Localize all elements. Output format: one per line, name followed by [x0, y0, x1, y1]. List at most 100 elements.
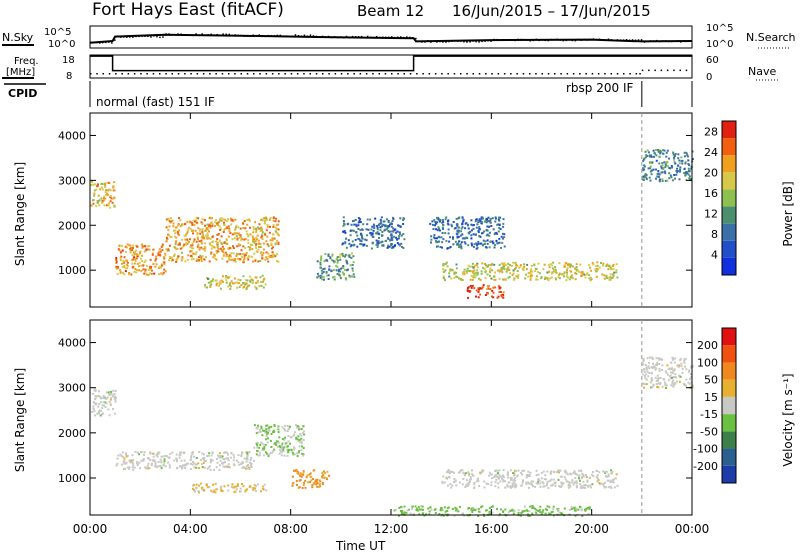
echo-cell — [464, 242, 467, 245]
echo-cell — [244, 227, 247, 230]
echo-cell — [463, 268, 466, 271]
echo-cell — [492, 291, 495, 294]
echo-cell — [586, 484, 589, 487]
nave-dot — [529, 73, 531, 75]
echo-cell — [236, 286, 239, 289]
echo-cell — [278, 445, 281, 447]
echo-cell — [249, 458, 252, 461]
echo-cell — [158, 250, 161, 253]
echo-cell — [503, 513, 506, 516]
echo-cell — [190, 254, 193, 257]
echo-cell — [156, 451, 159, 454]
echo-cell — [516, 270, 519, 272]
echo-cell — [391, 223, 393, 225]
echo-cell — [388, 223, 391, 226]
echo-cell — [274, 226, 277, 229]
echo-cell — [586, 479, 589, 482]
echo-cell — [320, 269, 323, 272]
echo-cell — [687, 155, 690, 158]
echo-cell — [615, 271, 618, 274]
echo-cell — [442, 227, 444, 230]
echo-cell — [157, 461, 160, 463]
colorbar-1-tick-label: -100 — [693, 443, 718, 456]
echo-cell — [686, 172, 689, 175]
echo-cell — [688, 169, 690, 172]
echo-cell — [393, 509, 396, 512]
nave-dot — [629, 73, 631, 75]
echo-cell — [675, 173, 678, 176]
echo-cell — [387, 229, 390, 232]
echo-cell — [474, 233, 477, 236]
noise-search-dot — [586, 39, 589, 41]
echo-cell — [204, 242, 206, 245]
echo-cell — [355, 223, 358, 226]
echo-cell — [650, 377, 653, 380]
echo-cell — [500, 295, 503, 298]
echo-cell — [664, 383, 667, 385]
echo-cell — [218, 456, 221, 459]
echo-cell — [561, 273, 564, 276]
echo-cell — [264, 221, 266, 224]
echo-cell — [244, 490, 247, 493]
echo-cell — [190, 250, 193, 253]
echo-cell — [110, 396, 113, 399]
echo-cell — [376, 246, 379, 248]
noise-search-dot — [475, 40, 477, 43]
echo-cell — [115, 257, 118, 260]
y-tick-label: 1000 — [58, 472, 86, 485]
echo-cell — [129, 247, 132, 250]
echo-cell — [676, 170, 679, 172]
echo-cell — [575, 482, 578, 485]
nave-dot — [491, 73, 493, 75]
echo-cell — [300, 434, 303, 437]
echo-cell — [117, 248, 120, 251]
echo-cell — [112, 408, 114, 410]
echo-cell — [248, 468, 251, 470]
echo-cell — [262, 454, 265, 457]
echo-cell — [317, 485, 320, 488]
echo-cell — [271, 237, 274, 240]
noise-tick-left-bottom: 10^0 — [48, 39, 76, 50]
echo-cell — [106, 396, 109, 399]
echo-cell — [128, 272, 130, 274]
echo-cell — [440, 514, 443, 517]
echo-cell — [417, 506, 420, 509]
echo-cell — [241, 462, 244, 465]
echo-cell — [405, 511, 408, 514]
echo-cell — [257, 450, 260, 452]
echo-cell — [245, 230, 248, 233]
echo-cell — [495, 231, 498, 234]
echo-cell — [391, 220, 394, 223]
echo-cell — [124, 270, 127, 273]
echo-cell — [490, 505, 493, 508]
echo-cell — [190, 462, 192, 465]
echo-cell — [235, 255, 238, 257]
echo-cell — [189, 458, 192, 461]
nave-dot — [115, 73, 117, 75]
echo-cell — [161, 273, 164, 276]
echo-cell — [646, 357, 649, 360]
echo-cell — [500, 262, 503, 265]
echo-cell — [525, 474, 528, 477]
echo-cell — [385, 225, 388, 228]
echo-cell — [670, 361, 673, 364]
echo-cell — [241, 460, 244, 463]
echo-cell — [249, 280, 252, 283]
echo-cell — [301, 453, 304, 455]
echo-cell — [154, 259, 157, 262]
echo-cell — [318, 483, 321, 486]
echo-cell — [171, 258, 174, 261]
echo-cell — [327, 253, 330, 256]
echo-cell — [221, 489, 224, 492]
noise-search-dot — [324, 36, 327, 38]
echo-cell — [489, 288, 492, 291]
echo-cell — [258, 446, 261, 449]
noise-search-dot — [183, 34, 185, 36]
echo-cell — [649, 162, 652, 165]
echo-cell — [436, 237, 438, 240]
echo-cell — [193, 455, 195, 458]
noise-tick-right-top: 10^5 — [706, 23, 734, 34]
echo-cell — [492, 275, 495, 278]
echo-cell — [664, 381, 667, 384]
noise-search-dot — [631, 39, 634, 41]
